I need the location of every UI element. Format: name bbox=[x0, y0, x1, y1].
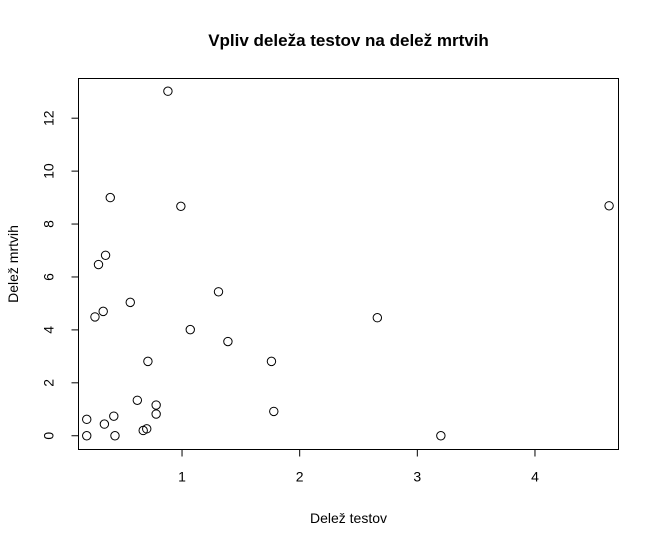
data-point bbox=[90, 312, 100, 322]
data-point bbox=[110, 431, 120, 441]
data-point bbox=[132, 395, 143, 405]
data-point bbox=[143, 356, 153, 367]
data-point bbox=[266, 356, 277, 367]
data-point bbox=[82, 431, 92, 441]
data-point bbox=[604, 201, 614, 211]
y-axis-label: Delež mrtvih bbox=[5, 225, 21, 303]
data-point bbox=[176, 201, 186, 212]
data-point bbox=[98, 306, 108, 317]
data-point bbox=[99, 419, 110, 429]
x-tick-label: 4 bbox=[531, 469, 539, 485]
data-point bbox=[163, 86, 173, 96]
data-point bbox=[125, 297, 135, 308]
y-tick-label: 10 bbox=[41, 163, 57, 179]
data-point bbox=[372, 313, 383, 323]
x-tick-label: 1 bbox=[178, 469, 186, 485]
x-tick-label: 2 bbox=[296, 469, 304, 485]
data-point bbox=[109, 411, 119, 421]
y-tick-label: 0 bbox=[41, 432, 57, 440]
chart-title: Vpliv deleža testov na delež mrtvih bbox=[208, 31, 489, 50]
data-point bbox=[100, 250, 111, 260]
data-point bbox=[213, 287, 224, 297]
data-point bbox=[436, 431, 446, 441]
data-point bbox=[151, 400, 161, 410]
data-point bbox=[82, 414, 92, 425]
data-point bbox=[223, 336, 233, 347]
data-point bbox=[93, 259, 104, 270]
y-tick-label: 2 bbox=[41, 379, 57, 387]
y-tick-label: 6 bbox=[41, 273, 57, 281]
data-points bbox=[82, 86, 614, 441]
x-axis: 1 2 3 4 bbox=[178, 449, 539, 485]
plot-frame bbox=[78, 78, 619, 450]
y-tick-label: 4 bbox=[41, 326, 57, 334]
x-tick-label: 3 bbox=[413, 469, 421, 485]
y-axis: 0 2 4 6 8 10 12 bbox=[41, 110, 79, 440]
y-tick-label: 12 bbox=[41, 110, 57, 126]
data-point bbox=[151, 409, 161, 419]
y-tick-label: 8 bbox=[41, 220, 57, 228]
data-point bbox=[269, 406, 279, 417]
x-axis-label: Delež testov bbox=[310, 510, 387, 526]
data-point bbox=[105, 192, 115, 203]
data-point bbox=[185, 324, 195, 335]
data-point bbox=[138, 425, 148, 436]
